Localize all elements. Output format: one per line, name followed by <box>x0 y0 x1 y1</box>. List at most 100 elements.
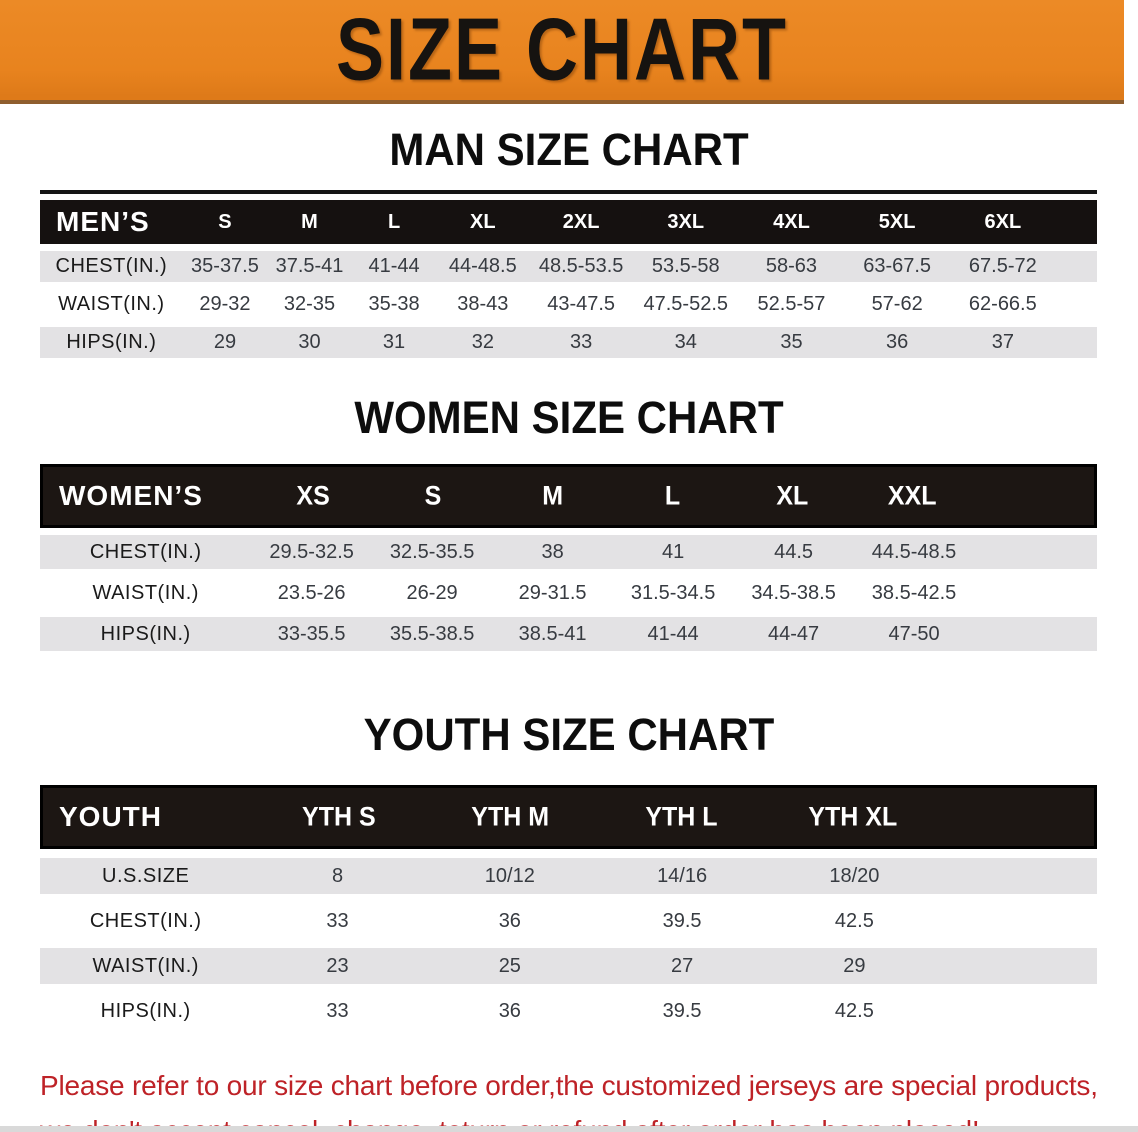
group-label: MEN’S <box>56 206 150 237</box>
measure-row: CHEST(IN.) 35-37.5 37.5-41 41-44 44-48.5 48.5… <box>40 251 1097 282</box>
value-cell: 35 <box>780 331 803 353</box>
disclaimer: Please refer to our size chart before or… <box>40 1063 1118 1132</box>
value-cell: 32.5-35.5 <box>389 540 475 563</box>
value-cell: 36 <box>498 909 521 932</box>
size-charts: MAN SIZE CHART MEN’S S M L XL 2XL 3XL 4XL 5XL 6XL… <box>0 124 1138 1029</box>
size-column-header: L <box>664 480 681 511</box>
value-cell: 47-50 <box>888 622 940 645</box>
value-cell: 62-66.5 <box>968 293 1037 315</box>
measure-row: HIPS(IN.) 33-35.5 35.5-38.5 38.5-41 41-44 44-… <box>40 617 1097 651</box>
value-cell: 25 <box>498 954 521 977</box>
value-cell: 14/16 <box>657 864 708 887</box>
value-cell: 37 <box>991 331 1014 353</box>
value-cell: 43-47.5 <box>547 293 616 315</box>
value-cell: 38.5-42.5 <box>871 581 957 604</box>
bottom-edge-bar <box>0 1126 1138 1132</box>
disclaimer-line-1: Please refer to our size chart before or… <box>40 1070 1098 1101</box>
value-cell: 44-47 <box>767 622 820 645</box>
value-cell: 57-62 <box>871 293 923 315</box>
value-cell: 39.5 <box>662 999 702 1022</box>
value-cell: 42.5 <box>834 999 874 1022</box>
value-cell: 41 <box>661 540 685 563</box>
measure-row: HIPS(IN.) 29 30 31 32 33 34 35 36 37 <box>40 327 1097 358</box>
value-cell: 33-35.5 <box>277 622 346 645</box>
row-label: CHEST(IN.) <box>89 540 202 563</box>
value-cell: 33 <box>570 331 593 353</box>
value-cell: 29 <box>843 954 866 977</box>
value-cell: 41-44 <box>647 622 699 645</box>
value-cell: 39.5 <box>662 909 702 932</box>
size-column-header: 6XL <box>984 210 1022 233</box>
measure-row: WAIST(IN.) 29-32 32-35 35-38 38-43 43-47.5 47.… <box>40 289 1097 320</box>
row-label: U.S.SIZE <box>102 864 190 887</box>
value-cell: 36 <box>886 331 909 353</box>
size-column-header: YTH M <box>471 801 550 832</box>
value-cell: 38 <box>541 540 564 563</box>
value-cell: 44.5 <box>774 540 814 563</box>
value-cell: 53.5-58 <box>651 255 720 277</box>
measure-row: CHEST(IN.) 33 36 39.5 42.5 <box>40 903 1097 939</box>
group-label: WOMEN’S <box>59 480 203 511</box>
value-cell: 30 <box>298 331 321 353</box>
measure-row: U.S.SIZE 8 10/12 14/16 18/20 <box>40 858 1097 894</box>
value-cell: 29 <box>213 331 237 353</box>
size-column-header: 3XL <box>667 210 705 233</box>
value-cell: 32 <box>471 331 494 353</box>
value-cell: 38.5-41 <box>518 622 587 645</box>
value-cell: 58-63 <box>765 255 818 277</box>
youth-size-section: YOUTH SIZE CHART YOUTH YTH S YTH M YTH L YTH… <box>0 709 1138 1029</box>
measure-row: CHEST(IN.) 29.5-32.5 32.5-35.5 38 41 44.5 44.5… <box>40 535 1097 569</box>
women-chart-title: WOMEN SIZE CHART <box>354 392 784 443</box>
value-cell: 67.5-72 <box>968 255 1037 277</box>
value-cell: 32-35 <box>283 293 336 315</box>
value-cell: 34 <box>674 331 697 353</box>
value-cell: 29.5-32.5 <box>269 540 354 563</box>
value-cell: 8 <box>331 864 344 887</box>
value-cell: 23 <box>326 954 349 977</box>
row-label: WAIST(IN.) <box>92 581 199 604</box>
size-column-header: YTH S <box>302 801 376 832</box>
value-cell: 31.5-34.5 <box>630 581 716 604</box>
size-column-header: M <box>301 210 318 233</box>
table-header-band: WOMEN’S XS S M L XL XXL <box>40 464 1097 528</box>
row-label: WAIST(IN.) <box>92 954 199 977</box>
size-column-header: M <box>542 480 564 511</box>
value-cell: 29-31.5 <box>518 581 587 604</box>
row-label: HIPS(IN.) <box>100 999 191 1022</box>
value-cell: 48.5-53.5 <box>538 255 624 277</box>
row-label: CHEST(IN.) <box>89 909 202 932</box>
value-cell: 10/12 <box>484 864 535 887</box>
value-cell: 37.5-41 <box>275 255 344 277</box>
row-label: HIPS(IN.) <box>100 622 191 645</box>
value-cell: 35-37.5 <box>191 255 259 277</box>
table-header-band: MEN’S S M L XL 2XL 3XL 4XL 5XL 6XL <box>40 200 1097 244</box>
value-cell: 23.5-26 <box>277 581 346 604</box>
value-cell: 29-32 <box>199 293 251 315</box>
measure-row: HIPS(IN.) 33 36 39.5 42.5 <box>40 993 1097 1029</box>
women-size-section: WOMEN SIZE CHART WOMEN’S XS S M L XL XXL CHEST(… <box>0 392 1138 651</box>
value-cell: 47.5-52.5 <box>643 293 729 315</box>
men-chart-title: MAN SIZE CHART <box>389 124 749 175</box>
value-cell: 44-48.5 <box>448 255 517 277</box>
size-column-header: 2XL <box>562 210 600 233</box>
value-cell: 44.5-48.5 <box>871 540 957 563</box>
size-column-header: XS <box>296 480 330 511</box>
value-cell: 63-67.5 <box>863 255 932 277</box>
value-cell: 42.5 <box>834 909 874 932</box>
measure-row: WAIST(IN.) 23 25 27 29 <box>40 948 1097 984</box>
size-column-header: 4XL <box>773 210 810 233</box>
size-column-header: 5XL <box>878 210 916 233</box>
table-header-band: YOUTH YTH S YTH M YTH L YTH XL <box>40 785 1097 849</box>
value-cell: 36 <box>498 999 521 1022</box>
value-cell: 38-43 <box>457 293 509 315</box>
group-label: YOUTH <box>59 801 162 832</box>
value-cell: 31 <box>382 331 406 353</box>
women-size-table: WOMEN’S XS S M L XL XXL CHEST(IN.) 29.5-32.5 32.5… <box>40 464 1097 651</box>
value-cell: 35.5-38.5 <box>389 622 475 645</box>
youth-size-table: YOUTH YTH S YTH M YTH L YTH XL U.S.SIZE 8 10/12… <box>40 785 1097 1029</box>
size-column-header: S <box>424 480 442 511</box>
value-cell: 33 <box>326 909 349 932</box>
value-cell: 34.5-38.5 <box>751 581 836 604</box>
banner: SIZE CHART <box>0 0 1124 104</box>
size-column-header: XXL <box>887 480 937 511</box>
